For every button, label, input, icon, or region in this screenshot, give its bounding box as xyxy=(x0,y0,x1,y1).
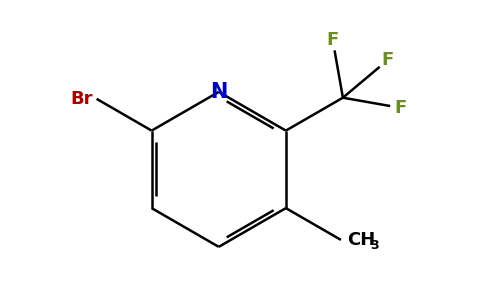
Text: F: F xyxy=(381,51,393,69)
Text: CH: CH xyxy=(347,231,375,249)
Text: F: F xyxy=(394,99,406,117)
Text: 3: 3 xyxy=(370,239,379,252)
Text: F: F xyxy=(327,32,339,50)
Text: N: N xyxy=(210,82,227,102)
Text: Br: Br xyxy=(70,90,93,108)
